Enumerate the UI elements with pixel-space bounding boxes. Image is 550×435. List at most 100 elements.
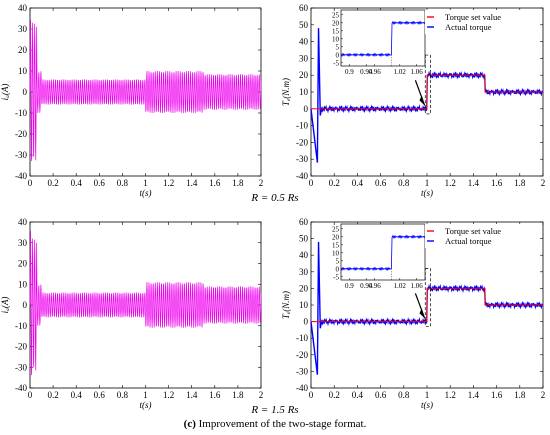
inset-y-tick-label: 20 xyxy=(332,233,340,241)
x-tick-label: 0.6 xyxy=(375,390,387,400)
y-tick-label: 0 xyxy=(23,300,28,310)
x-tick-label: 1.8 xyxy=(514,178,526,188)
x-axis-label: t(s) xyxy=(140,188,152,198)
inset-y-tick-label: 5 xyxy=(336,43,340,51)
current-chart-r15: 0 0.2 0.4 0.6 0.8 1 1.2 1.4 1.6 1.8 2 -40 -30 -20 -10 0… xyxy=(0,217,263,410)
x-tick-label: 0.8 xyxy=(117,390,129,400)
zoom-region-marker xyxy=(424,268,431,327)
x-tick-label: 2 xyxy=(259,390,264,400)
inset-y-tick-label: -5 xyxy=(333,59,339,67)
y-tick-label: 10 xyxy=(18,279,28,289)
x-tick-label: 0.6 xyxy=(94,390,106,400)
y-tick-label: -20 xyxy=(15,129,27,139)
torque-set-line xyxy=(311,74,543,110)
inset-x-tick-label: 0.9 xyxy=(345,68,354,76)
inset-y-tick-label: 10 xyxy=(332,249,340,257)
inset-actual-torque-line xyxy=(340,234,426,272)
figure-caption: (c) Improvement of the two-stage format. xyxy=(0,418,550,430)
inset-y-tick-label: 15 xyxy=(332,27,340,35)
y-tick-label: 60 xyxy=(299,217,309,227)
x-tick-label: 1.2 xyxy=(163,178,174,188)
actual-torque-line xyxy=(310,28,544,163)
y-tick-label: 10 xyxy=(299,300,309,310)
inset-x-tick-label: 0.94 xyxy=(360,282,373,290)
inset-y-tick-label: -5 xyxy=(333,273,339,281)
x-tick-label: 1.8 xyxy=(514,390,526,400)
x-tick-label: 1.4 xyxy=(468,178,480,188)
x-tick-label: 2 xyxy=(541,178,546,188)
x-tick-label: 2 xyxy=(259,178,264,188)
x-tick-label: 0.8 xyxy=(117,178,129,188)
x-tick-label: 1.6 xyxy=(491,178,503,188)
figure-caption-label: (c) xyxy=(183,418,196,430)
x-tick-label: 0 xyxy=(309,390,314,400)
y-tick-label: 0 xyxy=(304,104,309,114)
inset-x-tick-label: 1.06 xyxy=(410,282,423,290)
torque-set-line xyxy=(311,287,543,323)
x-tick-label: 1.8 xyxy=(232,178,244,188)
y-axis-label: iₐ(A) xyxy=(0,84,10,101)
inset-x-tick-label: 0.94 xyxy=(360,68,373,76)
y-tick-label: -40 xyxy=(296,171,308,181)
y-tick-label: 20 xyxy=(18,45,28,55)
y-tick-label: -30 xyxy=(15,150,27,160)
y-tick-label: 50 xyxy=(299,20,309,30)
x-tick-label: 0 xyxy=(28,178,33,188)
caption-top-condition: R = 0.5 Rs xyxy=(251,192,299,204)
legend-entry-label: Torque set value xyxy=(445,226,501,236)
caption-bottom-condition: R = 1.5 Rs xyxy=(251,404,299,416)
inset-y-tick-label: 25 xyxy=(332,11,340,19)
x-tick-label: 0.6 xyxy=(94,178,106,188)
x-tick-label: 1.6 xyxy=(491,390,503,400)
y-tick-label: 0 xyxy=(23,87,28,97)
y-axis-label: Tₑ(N.m) xyxy=(281,78,291,106)
y-tick-label: 30 xyxy=(18,24,28,34)
x-tick-label: 1 xyxy=(143,390,148,400)
inset-actual-torque-line xyxy=(340,20,426,58)
inset-x-tick-label: 0.9 xyxy=(345,282,354,290)
inset-frame xyxy=(340,223,426,281)
inset-x-tick-label: 1.02 xyxy=(394,282,407,290)
x-tick-label: 0.8 xyxy=(398,390,410,400)
inset-x-tick-label: 0.96 xyxy=(368,282,381,290)
x-tick-label: 1.2 xyxy=(163,390,174,400)
y-tick-label: -10 xyxy=(296,121,308,131)
legend-entry-label: Actual torque xyxy=(445,236,492,246)
inset-x-tick-label: 0.96 xyxy=(368,68,381,76)
y-tick-label: -20 xyxy=(296,137,308,147)
y-tick-label: 30 xyxy=(18,238,28,248)
inset-y-tick-label: 0 xyxy=(336,51,340,59)
y-axis-label: iₐ(A) xyxy=(0,297,10,314)
x-tick-label: 1.6 xyxy=(209,390,221,400)
y-tick-label: -10 xyxy=(15,108,27,118)
x-tick-label: 0.8 xyxy=(398,178,410,188)
inset-y-tick-label: 10 xyxy=(332,35,340,43)
y-tick-label: -20 xyxy=(15,342,27,352)
x-tick-label: 0.2 xyxy=(47,178,58,188)
zoom-arrow-head xyxy=(419,308,425,319)
y-tick-label: 30 xyxy=(299,53,309,63)
zoom-region-marker xyxy=(424,54,431,115)
y-tick-label: -40 xyxy=(15,383,27,393)
x-tick-label: 1 xyxy=(425,178,430,188)
x-axis-label: t(s) xyxy=(421,400,433,410)
x-tick-label: 2 xyxy=(541,390,546,400)
y-tick-label: 20 xyxy=(299,283,309,293)
inset-y-tick-label: 15 xyxy=(332,241,340,249)
x-tick-label: 0.4 xyxy=(352,390,364,400)
current-chart-r05: 0 0.2 0.4 0.6 0.8 1 1.2 1.4 1.6 1.8 2 -40 -30 -20 -10 0… xyxy=(0,3,263,198)
inset-y-tick-label: 0 xyxy=(336,265,340,273)
x-tick-label: 0.4 xyxy=(352,178,364,188)
x-axis-label: t(s) xyxy=(140,400,152,410)
inset-x-tick-label: 1.02 xyxy=(394,68,407,76)
y-tick-label: 0 xyxy=(304,317,309,327)
x-tick-label: 1.4 xyxy=(186,178,198,188)
legend-entry-label: Torque set value xyxy=(445,12,501,22)
x-tick-label: 0.2 xyxy=(329,390,340,400)
y-tick-label: 30 xyxy=(299,267,309,277)
x-tick-label: 0.2 xyxy=(329,178,340,188)
y-tick-label: 10 xyxy=(18,66,28,76)
x-tick-label: 0.6 xyxy=(375,178,387,188)
inset-y-tick-label: 5 xyxy=(336,257,340,265)
